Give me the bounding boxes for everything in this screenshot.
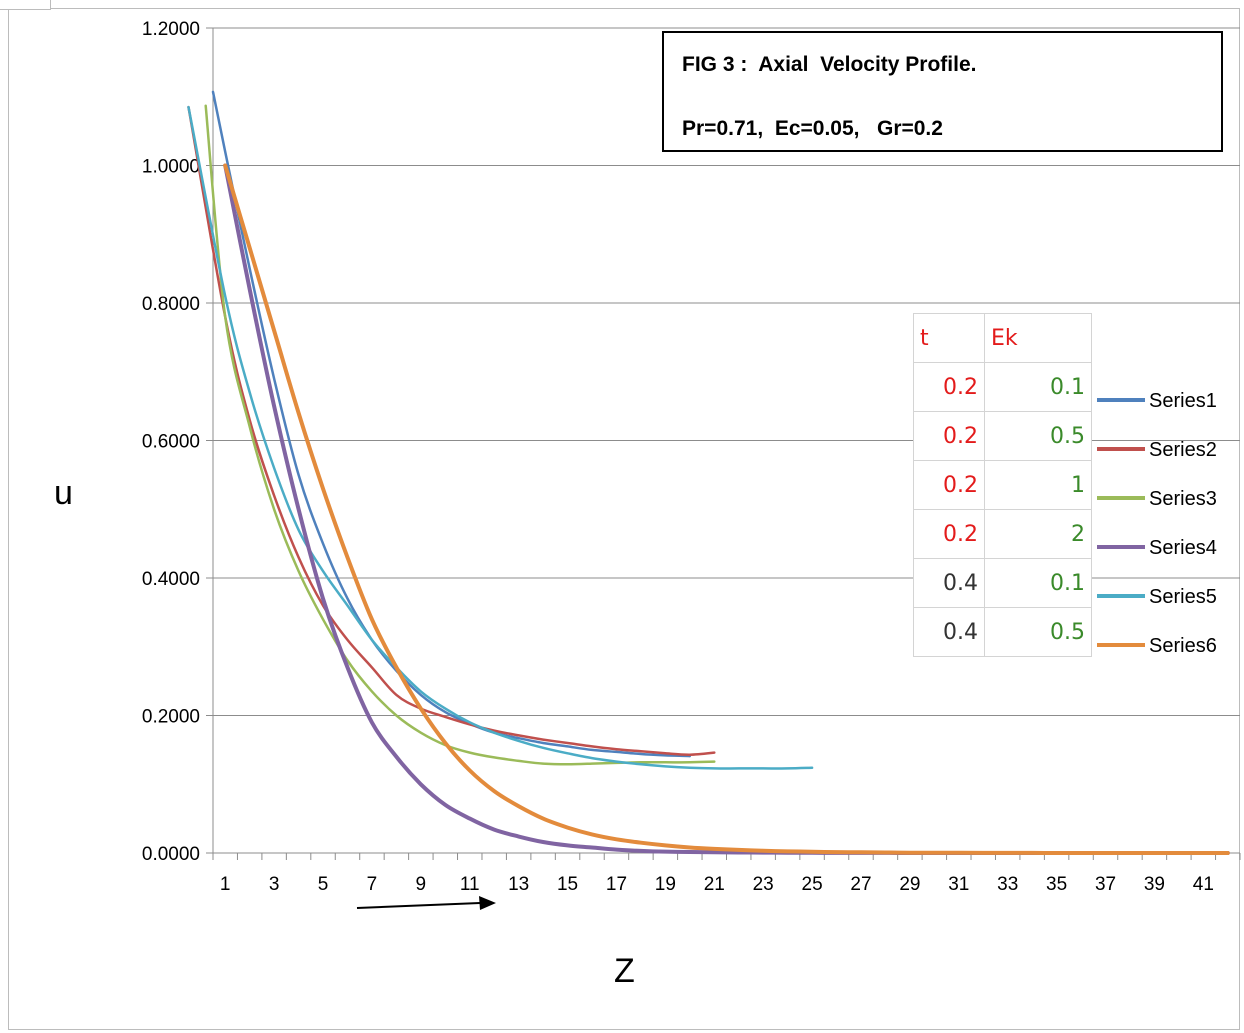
cell-t: 0.4 [913,558,985,608]
cell-t: 0.2 [913,460,985,510]
x-tick-label: 39 [1144,874,1165,895]
parameter-table: t Ek 0.2 0.1 0.2 0.5 0.2 1 0.2 2 0.4 0.1… [913,313,1092,657]
x-tick-label: 9 [416,874,427,895]
x-tick-label: 19 [655,874,676,895]
cell-ek: 0.5 [984,607,1092,657]
cell-ek: 0.5 [984,411,1092,461]
table-header-row: t Ek [913,313,1092,363]
x-tick-label: 7 [367,874,378,895]
series-line-series1 [211,90,692,758]
series-line-series2 [187,105,716,756]
cell-ek: 0.1 [984,362,1092,412]
arrow-annotation [356,896,496,910]
y-tick-label: 0.2000 [142,707,200,728]
header-ek: Ek [984,313,1092,363]
axes: 0.0000 0.2000 0.4000 0.6000 0.8000 1.0000 1.20… [142,19,1241,895]
cell-t: 0.2 [913,509,985,559]
legend: Series1 Series2 Series3 Series4 Series5 Serie… [1097,390,1217,657]
y-tick-label: 0.4000 [142,569,200,590]
y-axis-title: u [54,474,73,512]
x-tick-label: 25 [802,874,823,895]
table-row: 0.2 0.1 [913,362,1092,412]
x-tick-label: 37 [1095,874,1116,895]
y-tick-label: 1.0000 [142,157,200,178]
x-tick-label: 5 [318,874,329,895]
legend-label: Series4 [1149,537,1217,559]
legend-label: Series2 [1149,439,1217,461]
x-tick-label: 29 [899,874,920,895]
x-axis-title: Z [614,952,635,990]
x-tick-label: 27 [850,874,871,895]
table-row: 0.4 0.1 [913,558,1092,608]
y-tick-label: 0.8000 [142,294,200,315]
table-row: 0.2 1 [913,460,1092,510]
y-tick-label: 0.0000 [142,844,200,865]
header-t: t [913,313,985,363]
series-line-series6 [223,163,1230,855]
y-tick-label: 1.2000 [142,19,200,40]
series-line-series5 [187,105,814,770]
x-tick-label: 23 [753,874,774,895]
cell-ek: 1 [984,460,1092,510]
title-box: FIG 3 : Axial Velocity Profile. Pr=0.71,… [662,31,1223,152]
table-row: 0.2 2 [913,509,1092,559]
table-row: 0.4 0.5 [913,607,1092,657]
cell-t: 0.4 [913,607,985,657]
legend-label: Series6 [1149,635,1217,657]
x-tick-label: 33 [997,874,1018,895]
x-tick-label: 13 [508,874,529,895]
x-tick-label: 31 [948,874,969,895]
cell-ek: 0.1 [984,558,1092,608]
cell-t: 0.2 [913,362,985,412]
cell-ek: 2 [984,509,1092,559]
y-tick-label: 0.6000 [142,432,200,453]
legend-label: Series1 [1149,390,1217,412]
chart-title: FIG 3 : Axial Velocity Profile. [682,53,977,76]
x-tick-label: 15 [557,874,578,895]
table-row: 0.2 0.5 [913,411,1092,461]
corner-tab [0,0,51,10]
x-tick-label: 3 [269,874,280,895]
x-tick-label: 21 [704,874,725,895]
x-tick-label: 1 [220,874,231,895]
grid-lines [213,27,1240,716]
series-layer [187,90,1230,855]
legend-label: Series3 [1149,488,1217,510]
x-tick-label: 35 [1046,874,1067,895]
x-tick-label: 11 [460,874,480,895]
chart-subtitle: Pr=0.71, Ec=0.05, Gr=0.2 [682,117,943,140]
x-tick-label: 41 [1193,874,1214,895]
x-tick-label: 17 [606,874,627,895]
legend-label: Series5 [1149,586,1217,608]
cell-t: 0.2 [913,411,985,461]
